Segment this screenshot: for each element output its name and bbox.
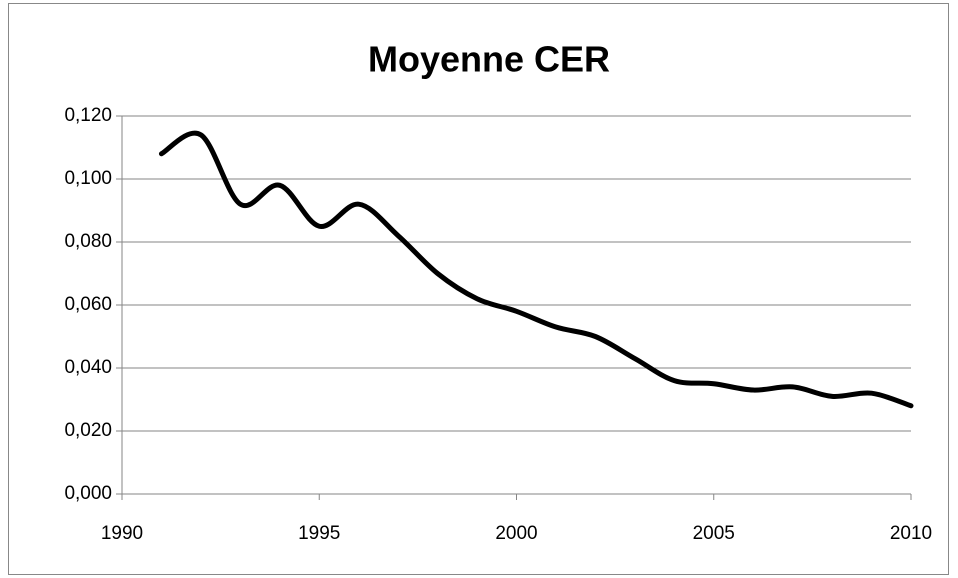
x-tick-label: 2005 (693, 523, 735, 544)
y-tick-label: 0,040 (64, 357, 112, 378)
y-tick-label: 0,060 (64, 294, 112, 315)
x-tick-label: 1990 (101, 523, 143, 544)
x-tick-label: 1995 (298, 523, 340, 544)
y-tick-label: 0,120 (64, 105, 112, 126)
x-tick-label: 2010 (890, 523, 932, 544)
y-tick-label: 0,080 (64, 231, 112, 252)
y-tick-label: 0,020 (64, 420, 112, 441)
y-tick-label: 0,000 (64, 483, 112, 504)
chart-border (8, 3, 949, 575)
chart-title: Moyenne CER (368, 39, 610, 80)
y-tick-label: 0,100 (64, 168, 112, 189)
x-tick-label: 2000 (495, 523, 537, 544)
data-line (158, 130, 914, 409)
